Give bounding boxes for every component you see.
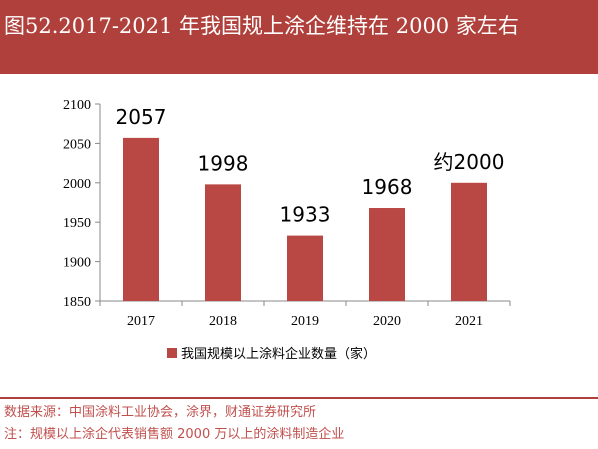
bar-2021 xyxy=(451,182,487,301)
chart-title: 图52.2017-2021 年我国规上涂企维持在 2000 家左右 xyxy=(4,14,519,38)
x-tick-label-2018: 2018 xyxy=(209,314,237,329)
title-bar: 图52.2017-2021 年我国规上涂企维持在 2000 家左右 xyxy=(0,0,598,74)
y-tick-label: 2000 xyxy=(63,177,91,192)
legend-label: 我国规模以上涂料企业数量（家） xyxy=(181,346,376,362)
bar-2017 xyxy=(123,137,159,301)
bar-2018 xyxy=(205,184,241,301)
y-tick-label: 2100 xyxy=(63,98,91,113)
source-text: 数据来源：中国涂料工业协会，涂界，财通证券研究所 xyxy=(4,405,317,420)
data-label-2018: 1998 xyxy=(198,151,249,175)
y-tick-label: 2050 xyxy=(63,137,91,152)
bar-chart: 1850 1900 1950 2000 2050 2100 2057 2017 1998 2018… xyxy=(63,98,511,362)
bar-2019 xyxy=(287,235,323,301)
data-label-2020: 1968 xyxy=(362,175,413,199)
x-tick-label-2021: 2021 xyxy=(455,314,483,329)
bar-2020 xyxy=(369,208,405,301)
note-text: 注：规模以上涂企代表销售额 2000 万以上的涂料制造企业 xyxy=(4,427,345,442)
source-divider xyxy=(0,397,598,399)
y-tick-label: 1900 xyxy=(63,256,91,271)
data-label-2019: 1933 xyxy=(280,203,331,227)
y-tick-label: 1950 xyxy=(63,216,91,231)
x-tick-label-2019: 2019 xyxy=(291,314,319,329)
data-label-2021: 约2000 xyxy=(434,150,505,174)
legend-swatch xyxy=(167,348,177,358)
y-tick-label: 1850 xyxy=(63,295,91,310)
data-label-2017: 2057 xyxy=(116,105,167,129)
x-tick-label-2020: 2020 xyxy=(373,314,401,329)
x-tick-label-2017: 2017 xyxy=(127,314,155,329)
